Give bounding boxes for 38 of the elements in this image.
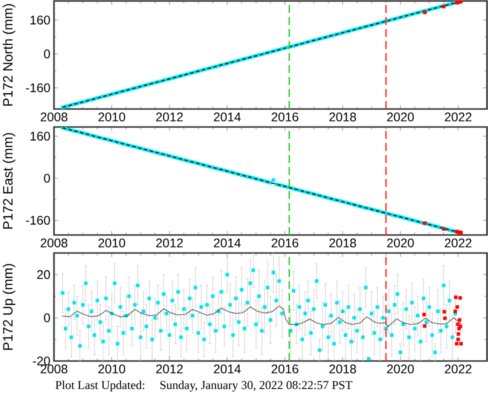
y-tick-label: 0 <box>44 313 50 322</box>
text: Sunday, January 30, 2022 08:22:57 PST <box>160 380 352 392</box>
x-tick-label: 2022 <box>444 112 472 122</box>
y-tick-label: 160 <box>30 132 50 141</box>
x-tick-label: 2008 <box>40 112 68 122</box>
x-tick-label: 2008 <box>40 238 68 248</box>
y-tick-label: 0 <box>44 50 50 58</box>
x-tick-label: 2010 <box>98 238 126 248</box>
x-tick-label: 2014 <box>214 112 241 122</box>
x-tick-label: 2016 <box>272 238 298 248</box>
x-tick-label: 2020 <box>387 238 414 248</box>
x-tick-label: 2008 <box>40 364 68 374</box>
x-tick-label: 2018 <box>329 364 356 374</box>
x-tick-label: 2020 <box>387 364 414 374</box>
x-tick-label: 2020 <box>387 112 414 122</box>
x-tick-label: 2014 <box>214 364 241 374</box>
x-tick-label: 2018 <box>329 238 356 248</box>
x-tick-label: 2016 <box>272 112 298 122</box>
x-tick-label: 2012 <box>156 238 183 248</box>
x-tick-label: 2022 <box>444 238 472 248</box>
y-tick-label: -160 <box>26 83 50 92</box>
x-tick-label: 2010 <box>98 364 126 374</box>
y-tick-label: 20 <box>37 270 50 280</box>
y-tick-label: -20 <box>32 356 50 366</box>
y-axis-title: P172 East (mm) <box>2 133 16 229</box>
x-tick-label: 2014 <box>214 238 241 248</box>
x-tick-label: 2012 <box>156 112 183 122</box>
y-tick-label: 0 <box>44 174 50 183</box>
x-tick-label: 2018 <box>329 112 356 122</box>
x-tick-label: 2010 <box>98 112 126 122</box>
y-tick-label: 160 <box>30 16 50 24</box>
y-axis-title: P172 North (mm) <box>2 4 16 106</box>
text: Plot Last Updated: <box>56 380 144 392</box>
x-tick-label: 2016 <box>272 364 298 374</box>
y-axis-title: P172 Up (mm) <box>2 264 16 350</box>
x-tick-label: 2022 <box>444 364 472 374</box>
x-tick-label: 2012 <box>156 364 183 374</box>
y-tick-label: -160 <box>26 216 50 225</box>
